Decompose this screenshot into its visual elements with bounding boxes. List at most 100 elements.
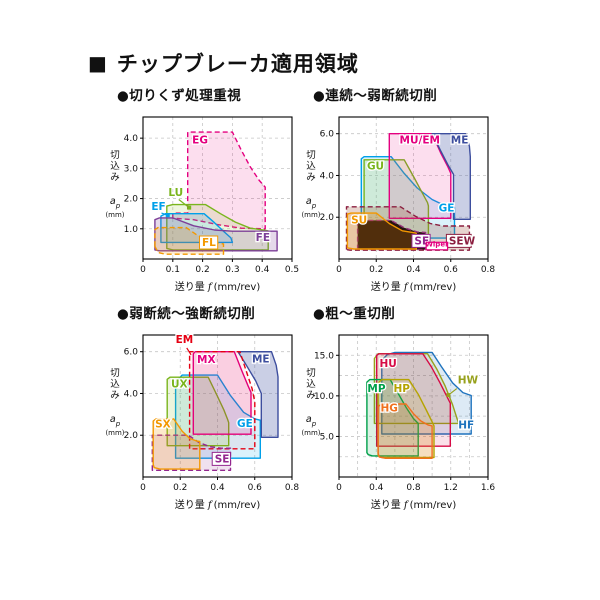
y-tick-label: 15.0: [314, 351, 334, 361]
x-axis-title: 送り量 f (mm/rev): [371, 498, 457, 511]
chart-heading: ●粗〜重切削: [313, 306, 396, 322]
y-tick-label: 2.0: [124, 431, 139, 441]
region-label-GE: GE: [237, 418, 253, 430]
region-label-box-FL: [199, 235, 219, 250]
x-tick-label: 0.3: [225, 265, 239, 275]
region-HU: [376, 353, 451, 447]
x-tick-label: 0: [336, 265, 342, 275]
region-MP: [366, 378, 419, 457]
title-square-icon: ■: [88, 51, 108, 75]
region-SU: [346, 212, 417, 250]
chart-heavy-cutting: 0 0.4 0.8 1.2 1.6 5.0 10.0 15.0 HF HW HU MP HP HG 送り量 …: [301, 325, 496, 515]
chart-heading: ●弱断続〜強断続切削: [117, 306, 256, 322]
region-ME: [237, 351, 279, 438]
y-axis-title-char: 切: [110, 150, 120, 161]
region-label-MP: MP: [367, 383, 385, 395]
y-tick-label: 3.0: [124, 164, 139, 174]
wiper-badge: [425, 241, 449, 251]
x-tick-label: 0.2: [369, 265, 383, 275]
y-axis-title-symbol: ap: [110, 196, 121, 210]
region-label-GE: GE: [439, 202, 455, 214]
region-label-UX: UX: [171, 379, 188, 391]
region-label-MU/EM: MU/EM: [400, 135, 440, 147]
y-tick-label: 6.0: [124, 348, 139, 358]
y-tick-label: 5.0: [320, 432, 335, 442]
region-EM: [188, 351, 256, 450]
region-label-SU: SU: [351, 215, 367, 227]
region-label-HG: HG: [380, 403, 397, 415]
x-axis-title: 送り量 f (mm/rev): [371, 280, 457, 293]
quadrant-continuous-cutting: ●連続〜弱断続切削 0 0.2 0.4 0.6 0.8 2.0 4.0 6.0 GE GU MU/E…: [301, 84, 497, 302]
y-axis-title-unit: (mm): [105, 211, 124, 219]
region-SEW: [345, 206, 471, 251]
y-axis-title-char: み: [110, 172, 120, 183]
wiper-badge-label: Wiper: [425, 240, 449, 248]
region-label-HW: HW: [458, 374, 479, 386]
x-tick-label: 0: [140, 265, 146, 275]
region-label-ME: ME: [451, 135, 469, 147]
y-tick-label: 4.0: [320, 171, 335, 181]
region-LU: [166, 203, 269, 251]
region-label-FE: FE: [256, 232, 270, 244]
x-axis-title: 送り量 f (mm/rev): [175, 280, 261, 293]
region-MU/EM: [388, 133, 452, 219]
y-axis-title-unit: (mm): [105, 429, 124, 437]
region-label-FL: FL: [202, 237, 216, 249]
x-tick-label: 0.8: [481, 265, 496, 275]
x-tick-label: 0.4: [210, 483, 225, 493]
chart-canvas: 0 0.4 0.8 1.2 1.6 5.0 10.0 15.0 HF HW HU MP HP HG 送り量 …: [301, 334, 495, 511]
x-tick-label: 0.8: [285, 483, 300, 493]
x-tick-label: 0.8: [406, 483, 421, 493]
x-tick-label: 0.4: [255, 265, 270, 275]
y-axis-title-unit: (mm): [301, 429, 320, 437]
chart-heading: ●連続〜弱断続切削: [313, 88, 438, 104]
plot-frame: [142, 116, 293, 260]
region-MX: [192, 351, 252, 435]
quadrant-chip-control: ●切りくず処理重視 0 0.1 0.2 0.3 0.4 0.5 1.0 2.0 3.0 4.0 EG…: [105, 84, 301, 302]
y-axis-title-unit: (mm): [301, 211, 320, 219]
x-tick-label: 0: [140, 483, 146, 493]
region-label-LU: LU: [168, 187, 183, 199]
y-axis-title-char: 込: [110, 379, 120, 390]
region-label-MX: MX: [197, 354, 216, 366]
chart-heading: ●切りくず処理重視: [117, 88, 242, 104]
y-tick-label: 2.0: [124, 195, 139, 205]
x-tick-label: 0.6: [248, 483, 263, 493]
page-title-text: チップブレーカ適用領域: [116, 52, 359, 76]
region-label-EG: EG: [192, 135, 208, 147]
x-tick-label: 0.2: [173, 483, 187, 493]
y-axis-title-char: 込: [110, 161, 120, 172]
region-label-EM: EM: [176, 334, 194, 346]
x-axis-title: 送り量 f (mm/rev): [175, 498, 261, 511]
x-tick-label: 0.4: [369, 483, 384, 493]
page-title: ■ チップブレーカ適用領域: [88, 48, 359, 78]
region-FE: [154, 217, 278, 252]
x-tick-label: 0.2: [195, 265, 209, 275]
y-axis-title-char: 込: [306, 379, 316, 390]
region-label-HF: HF: [458, 420, 474, 432]
y-axis-title-char: み: [110, 390, 120, 401]
region-label-HP: HP: [393, 383, 410, 395]
leader-marker-LU: [187, 205, 192, 210]
chart-canvas: 0 0.2 0.4 0.6 0.8 2.0 4.0 6.0 GE UX MX ME EM SE SX 送り量 …: [105, 333, 300, 511]
x-tick-label: 0.4: [406, 265, 421, 275]
y-axis-title-symbol: ap: [306, 196, 317, 210]
leader-line-EM: [186, 347, 192, 356]
region-label-box-SE: [211, 451, 231, 466]
y-axis-title-char: 切: [110, 368, 120, 379]
x-tick-label: 0.6: [444, 265, 459, 275]
chart-continuous-cutting: 0 0.2 0.4 0.6 0.8 2.0 4.0 6.0 GE GU MU/EM ME SE SEW SU…: [301, 107, 496, 297]
region-label-SE: SE: [215, 453, 230, 465]
y-axis-title-char: 込: [306, 161, 316, 172]
y-tick-label: 6.0: [320, 130, 335, 140]
chart-interrupted-cutting: 0 0.2 0.4 0.6 0.8 2.0 4.0 6.0 GE UX MX ME EM SE SX 送り量 …: [105, 325, 300, 515]
y-axis-title-symbol: ap: [306, 414, 317, 428]
region-SE: [151, 434, 232, 471]
region-label-ME: ME: [252, 354, 270, 366]
region-label-EF: EF: [151, 201, 165, 213]
leader-marker-EF: [165, 213, 170, 218]
x-tick-label: 0.5: [285, 265, 299, 275]
leader-marker-HW: [446, 393, 451, 398]
